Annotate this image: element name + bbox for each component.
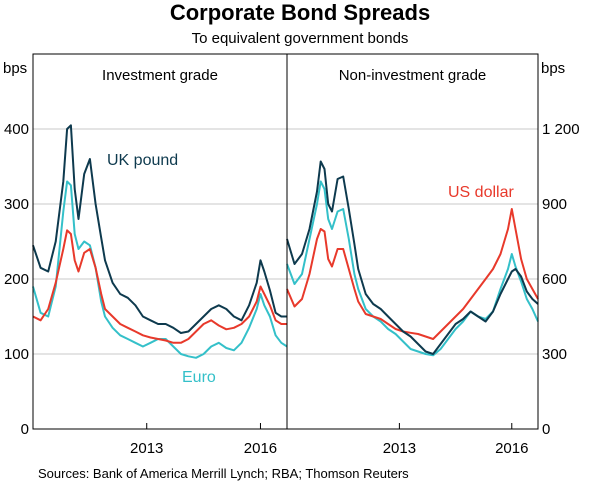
plot-frame	[32, 53, 539, 430]
y-tick-label: 1 200	[542, 121, 580, 138]
x-tick-label: 2016	[495, 440, 528, 457]
y-tick-label: 300	[542, 346, 567, 363]
y-axis-label: bps	[3, 60, 27, 77]
y-tick-label: 0	[21, 421, 29, 438]
panels: 0 100 200 300 400 bps Investment grade 2013 2016…	[3, 60, 580, 457]
series-label-us-dollar: US dollar	[448, 184, 514, 201]
y-tick-label: 400	[4, 121, 29, 138]
series-line-uk-pound	[286, 160, 539, 355]
series-line-uk-pound	[32, 124, 287, 334]
y-tick-label: 300	[4, 196, 29, 213]
panel-title: Non-investment grade	[339, 67, 487, 84]
series-line-euro	[286, 180, 539, 357]
x-tick-label: 2013	[130, 440, 163, 457]
y-tick-label: 900	[542, 196, 567, 213]
source-note: Sources: Bank of America Merrill Lynch; …	[38, 466, 409, 481]
panel-title: Investment grade	[102, 67, 218, 84]
series-line-us-dollar	[286, 208, 539, 340]
chart-subtitle: To equivalent government bonds	[192, 30, 409, 47]
series-label-uk-pound: UK pound	[107, 152, 178, 169]
series-line-us-dollar	[32, 229, 287, 344]
x-tick-label: 2016	[244, 440, 277, 457]
y-tick-label: 600	[542, 271, 567, 288]
y-tick-label: 0	[542, 421, 550, 438]
y-axis-label: bps	[541, 60, 565, 77]
x-tick-label: 2013	[383, 440, 416, 457]
y-tick-label: 100	[4, 346, 29, 363]
y-tick-label: 200	[4, 271, 29, 288]
series-label-euro: Euro	[182, 369, 216, 386]
series-line-euro	[32, 180, 288, 359]
chart-title: Corporate Bond Spreads	[170, 0, 430, 25]
